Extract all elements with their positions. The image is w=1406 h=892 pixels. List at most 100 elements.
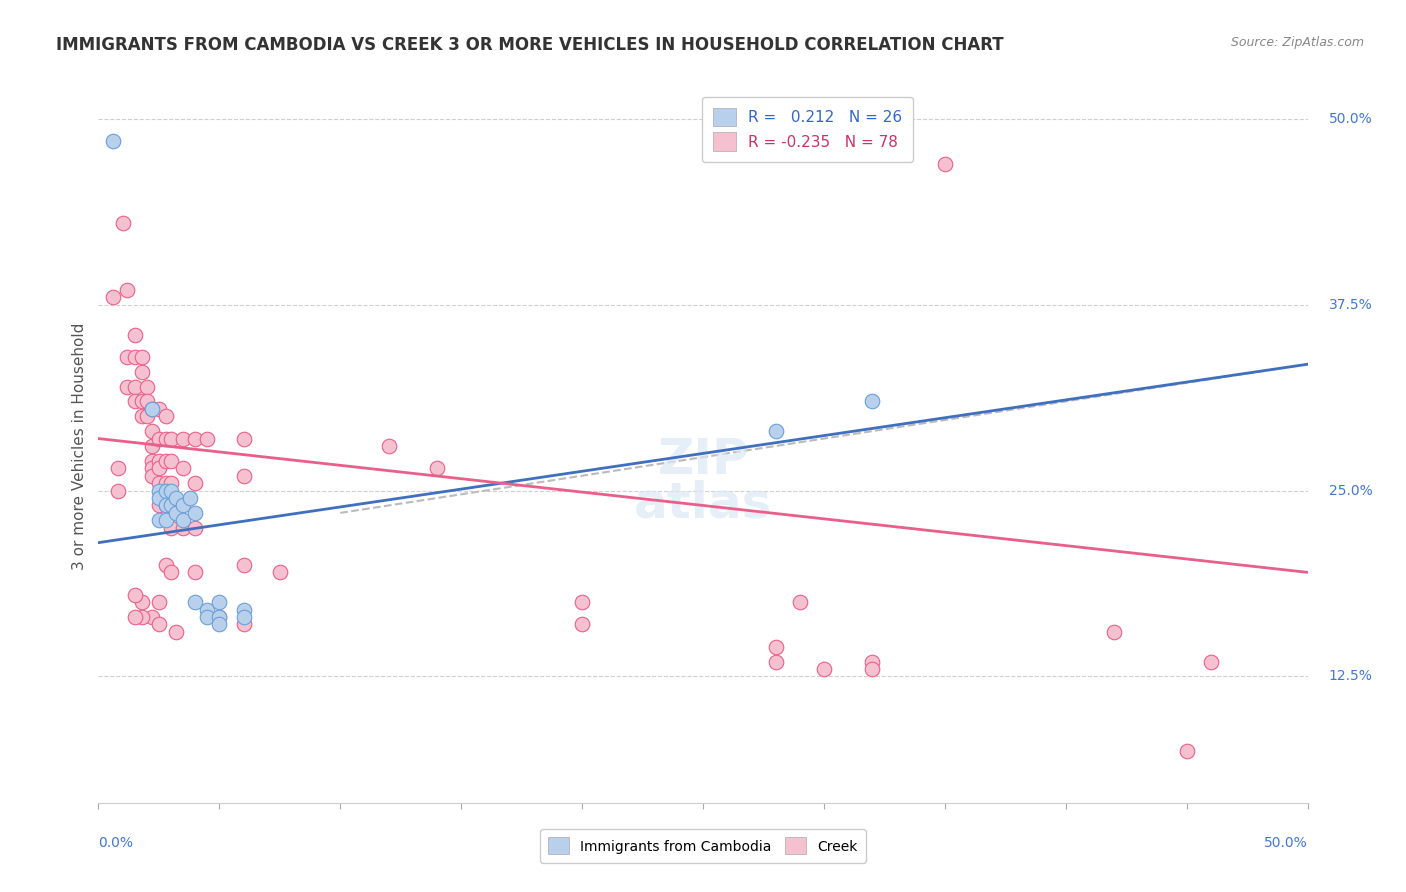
Point [141, 401, 163, 416]
Text: 25.0%: 25.0% [1329, 483, 1372, 498]
Point [101, 134, 124, 148]
Text: ZIP
atlas: ZIP atlas [634, 435, 772, 528]
Point [107, 483, 129, 498]
Point [172, 513, 194, 527]
Point [765, 424, 787, 438]
Point [148, 513, 170, 527]
Point [117, 379, 139, 393]
Point [148, 432, 170, 446]
Point [160, 566, 183, 580]
Point [141, 461, 163, 475]
Point [135, 379, 157, 393]
Point [148, 499, 170, 513]
Point [860, 655, 883, 669]
Point [208, 617, 231, 632]
Point [141, 401, 163, 416]
Point [141, 468, 163, 483]
Point [131, 365, 153, 379]
Point [148, 476, 170, 491]
Point [195, 432, 218, 446]
Point [184, 506, 207, 520]
Point [155, 513, 177, 527]
Text: Source: ZipAtlas.com: Source: ZipAtlas.com [1230, 36, 1364, 49]
Point [172, 521, 194, 535]
Point [165, 624, 187, 639]
Point [124, 610, 146, 624]
Point [765, 655, 787, 669]
Point [155, 432, 177, 446]
Point [131, 595, 153, 609]
Point [131, 409, 153, 424]
Point [934, 156, 956, 170]
Point [155, 558, 177, 572]
Point [195, 610, 218, 624]
Point [141, 439, 163, 453]
Point [426, 461, 449, 475]
Text: 50.0%: 50.0% [1329, 112, 1372, 126]
Point [124, 379, 146, 393]
Point [813, 662, 835, 676]
Point [117, 350, 139, 364]
Point [165, 491, 187, 505]
Point [1199, 655, 1222, 669]
Point [148, 401, 170, 416]
Point [160, 499, 183, 513]
Text: 37.5%: 37.5% [1329, 298, 1372, 312]
Point [195, 602, 218, 616]
Point [789, 595, 811, 609]
Point [184, 521, 207, 535]
Point [232, 602, 254, 616]
Point [172, 432, 194, 446]
Point [117, 283, 139, 297]
Point [101, 290, 124, 304]
Point [124, 350, 146, 364]
Point [148, 595, 170, 609]
Text: 12.5%: 12.5% [1329, 669, 1372, 683]
Point [155, 499, 177, 513]
Point [148, 617, 170, 632]
Point [160, 454, 183, 468]
Point [148, 483, 170, 498]
Point [269, 566, 291, 580]
Point [141, 454, 163, 468]
Point [165, 506, 187, 520]
Point [131, 610, 153, 624]
Point [571, 617, 593, 632]
Point [184, 476, 207, 491]
Text: IMMIGRANTS FROM CAMBODIA VS CREEK 3 OR MORE VEHICLES IN HOUSEHOLD CORRELATION CH: IMMIGRANTS FROM CAMBODIA VS CREEK 3 OR M… [56, 36, 1004, 54]
Point [155, 409, 177, 424]
Point [155, 454, 177, 468]
Point [184, 595, 207, 609]
Point [124, 327, 146, 342]
Point [1102, 624, 1125, 639]
Point [107, 461, 129, 475]
Point [155, 483, 177, 498]
Point [571, 595, 593, 609]
Point [377, 439, 399, 453]
Point [232, 558, 254, 572]
Point [131, 394, 153, 409]
Legend: Immigrants from Cambodia, Creek: Immigrants from Cambodia, Creek [540, 830, 866, 863]
Point [860, 394, 883, 409]
Point [160, 432, 183, 446]
Point [179, 491, 201, 505]
Point [160, 476, 183, 491]
Point [208, 610, 231, 624]
Point [232, 610, 254, 624]
Point [155, 476, 177, 491]
Y-axis label: 3 or more Vehicles in Household: 3 or more Vehicles in Household [72, 322, 87, 570]
Point [232, 468, 254, 483]
Point [141, 424, 163, 438]
Point [208, 595, 231, 609]
Point [148, 461, 170, 475]
Point [160, 521, 183, 535]
Point [232, 432, 254, 446]
Point [160, 499, 183, 513]
Point [765, 640, 787, 654]
Point [208, 610, 231, 624]
Point [232, 617, 254, 632]
Point [155, 499, 177, 513]
Text: 50.0%: 50.0% [1264, 836, 1308, 850]
Point [172, 499, 194, 513]
Point [148, 491, 170, 505]
